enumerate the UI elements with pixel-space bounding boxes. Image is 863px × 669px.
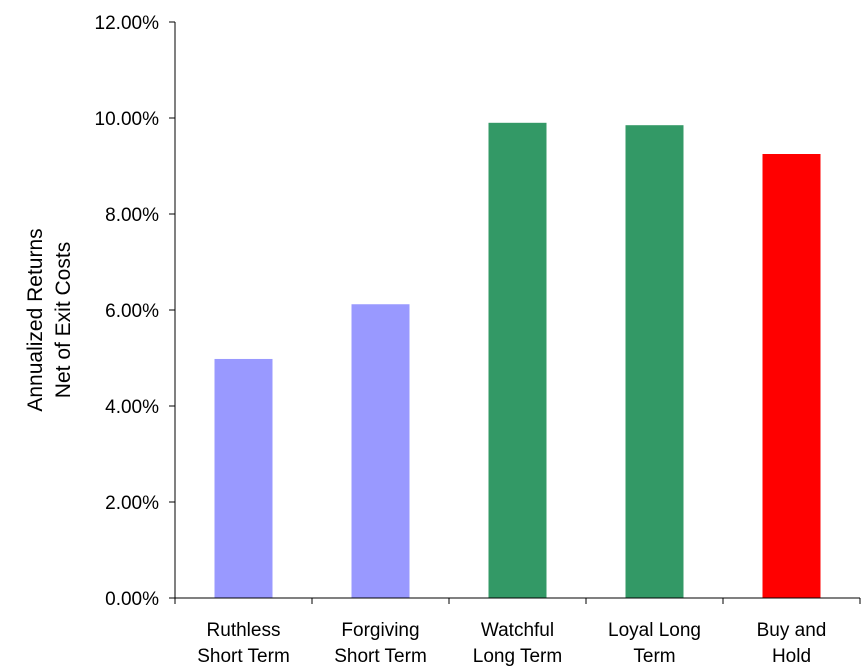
x-category-label-line: Long Term	[473, 646, 562, 667]
x-category-label-line: Loyal Long	[608, 620, 701, 641]
x-category-label-line: Short Term	[197, 646, 290, 667]
x-category-label-line: Term	[633, 646, 675, 667]
x-category-label-line: Hold	[772, 646, 811, 667]
y-tick-label: 12.00%	[95, 13, 160, 34]
y-tick-label: 8.00%	[105, 205, 159, 226]
bars	[214, 122, 821, 599]
y-axis-title-line: Net of Exit Costs	[52, 242, 75, 398]
bar	[351, 304, 410, 598]
x-category-label: Buy and Hold	[757, 620, 827, 667]
x-category-label: Loyal Long Term	[608, 620, 701, 667]
y-tick-label: 6.00%	[105, 301, 159, 322]
y-tick-label: 0.00%	[105, 589, 159, 610]
x-category-label-line: Buy and	[757, 620, 827, 641]
y-axis-title-line: Annualized Returns	[24, 228, 47, 411]
y-axis-ticks: 0.00% 2.00% 4.00% 6.00% 8.00% 10.00% 12.00%	[95, 13, 175, 610]
x-category-label-line: Short Term	[334, 646, 427, 667]
bar	[625, 125, 684, 598]
bar	[214, 358, 273, 598]
bar	[762, 154, 821, 598]
x-axis-ticks: Ruthless Short Term Forgiving Short Term Wat…	[174, 598, 861, 667]
x-category-label: Forgiving Short Term	[334, 620, 427, 667]
y-tick-label: 10.00%	[95, 109, 160, 130]
x-category-label-line: Forgiving	[341, 620, 419, 641]
x-category-label: Ruthless Short Term	[197, 620, 290, 667]
y-axis-title: Annualized Returns Net of Exit Costs	[24, 228, 75, 411]
y-tick-label: 2.00%	[105, 493, 159, 514]
x-category-label-line: Ruthless	[207, 620, 281, 641]
x-category-label: Watchful Long Term	[473, 620, 562, 667]
y-tick-label: 4.00%	[105, 397, 159, 418]
bar	[488, 122, 547, 599]
x-category-label-line: Watchful	[481, 620, 554, 641]
